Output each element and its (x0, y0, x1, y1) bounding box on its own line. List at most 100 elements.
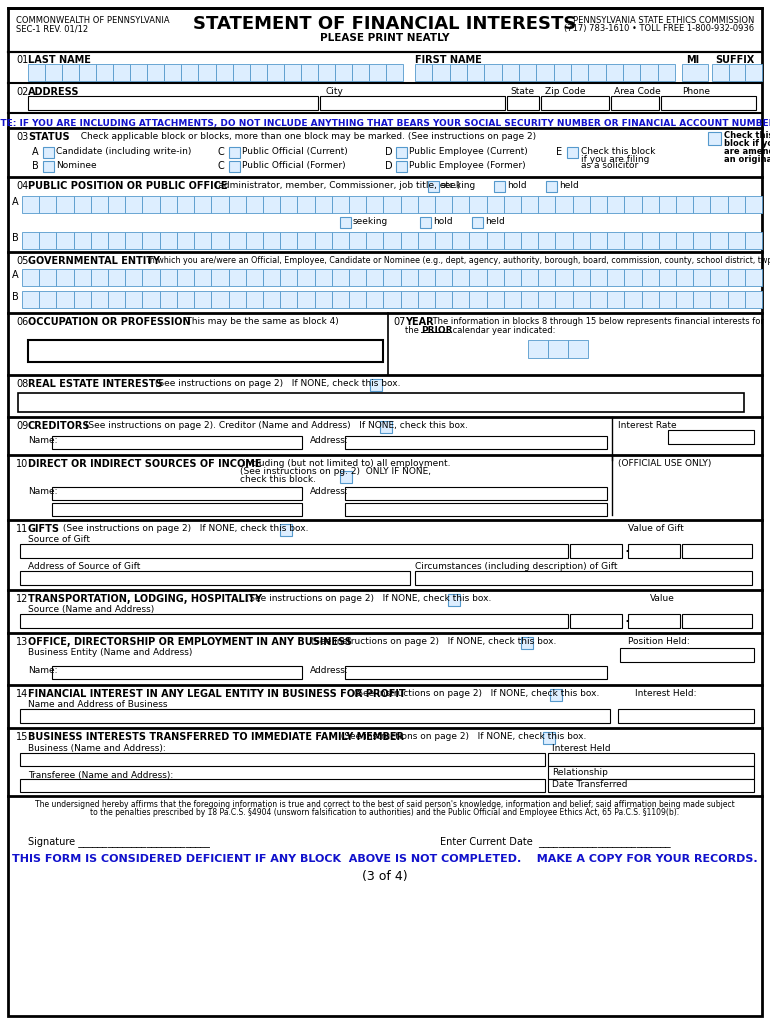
Text: (See instructions on page 2)   If NONE, check this box.: (See instructions on page 2) If NONE, ch… (335, 732, 587, 741)
Text: hold: hold (507, 181, 527, 190)
Text: Transferee (Name and Address):: Transferee (Name and Address): (28, 771, 173, 780)
Text: 13: 13 (16, 637, 28, 647)
Text: Check this: Check this (724, 131, 770, 140)
Text: (See instructions on page 2). Creditor (Name and Address)   If NONE, check this : (See instructions on page 2). Creditor (… (82, 421, 468, 430)
Bar (555, 291, 573, 308)
Text: Check applicable block or blocks, more than one block may be marked. (See instru: Check applicable block or blocks, more t… (75, 132, 536, 141)
Text: block if you: block if you (724, 139, 770, 148)
Text: REAL ESTATE INTERESTS: REAL ESTATE INTERESTS (28, 379, 162, 389)
Bar (420, 217, 431, 228)
Bar (280, 196, 297, 213)
Text: (See instructions on page 2)   If NONE, check this box.: (See instructions on page 2) If NONE, ch… (60, 524, 309, 534)
Bar (550, 689, 562, 701)
Text: GOVERNMENTAL ENTITY: GOVERNMENTAL ENTITY (28, 256, 160, 266)
Bar (369, 63, 386, 81)
Bar (570, 614, 622, 628)
Bar (20, 779, 545, 792)
Text: Signature ___________________________: Signature ___________________________ (28, 836, 210, 847)
Text: Date Transferred: Date Transferred (552, 780, 628, 790)
Bar (682, 63, 708, 81)
Bar (546, 181, 557, 193)
Bar (367, 269, 383, 286)
Text: COMMONWEALTH OF PENNSYLVANIA: COMMONWEALTH OF PENNSYLVANIA (16, 16, 169, 25)
Text: Public Official (Current): Public Official (Current) (242, 147, 348, 156)
Bar (682, 544, 752, 558)
Bar (548, 766, 754, 779)
Bar (297, 232, 315, 249)
Text: SUFFIX: SUFFIX (715, 55, 755, 65)
Bar (229, 161, 240, 172)
Bar (519, 63, 537, 81)
Bar (177, 232, 194, 249)
Bar (56, 196, 74, 213)
Bar (607, 269, 624, 286)
Bar (467, 63, 484, 81)
Bar (607, 232, 624, 249)
Bar (20, 753, 545, 766)
Bar (418, 269, 435, 286)
Bar (555, 232, 573, 249)
Bar (573, 269, 590, 286)
Bar (543, 732, 555, 744)
Bar (452, 232, 470, 249)
Bar (590, 291, 607, 308)
Text: Address of Source of Gift: Address of Source of Gift (28, 562, 140, 571)
Text: 15: 15 (16, 732, 28, 742)
Text: check this block.: check this block. (240, 475, 316, 484)
Bar (641, 232, 659, 249)
Bar (693, 196, 711, 213)
Bar (91, 269, 108, 286)
Bar (233, 63, 249, 81)
Bar (728, 63, 745, 81)
Bar (661, 96, 756, 110)
Text: as a solicitor: as a solicitor (581, 161, 638, 170)
Bar (521, 269, 538, 286)
Bar (352, 63, 369, 81)
Text: (See instructions on page 2)   If NONE, check this box.: (See instructions on page 2) If NONE, ch… (348, 689, 599, 698)
Text: (administrator, member, Commissioner, job title, etc.): (administrator, member, Commissioner, jo… (212, 181, 460, 190)
Text: Address:: Address: (310, 436, 349, 445)
Bar (22, 232, 39, 249)
Text: (See instructions on page 2)   If NONE, check this box.: (See instructions on page 2) If NONE, ch… (240, 594, 491, 603)
Bar (96, 63, 113, 81)
Bar (345, 487, 607, 500)
Bar (349, 232, 367, 249)
Bar (618, 709, 754, 723)
Bar (435, 196, 452, 213)
Bar (711, 269, 728, 286)
Bar (676, 291, 693, 308)
Bar (39, 232, 56, 249)
Bar (199, 63, 216, 81)
Bar (332, 232, 349, 249)
Bar (182, 63, 199, 81)
Text: if you are filing: if you are filing (581, 155, 649, 164)
Text: PRIOR: PRIOR (421, 326, 453, 335)
Bar (349, 291, 367, 308)
Text: ADDRESS: ADDRESS (28, 87, 79, 97)
Text: Address:: Address: (310, 487, 349, 496)
Bar (108, 291, 126, 308)
Bar (43, 161, 54, 172)
Bar (52, 503, 302, 516)
Bar (502, 63, 519, 81)
Bar (301, 63, 318, 81)
Bar (45, 63, 62, 81)
Text: Source (Name and Address): Source (Name and Address) (28, 605, 154, 614)
Text: Name:: Name: (28, 436, 58, 445)
Bar (386, 63, 403, 81)
Bar (263, 232, 280, 249)
Bar (504, 291, 521, 308)
Text: (3 of 4): (3 of 4) (362, 870, 408, 883)
Bar (22, 269, 39, 286)
Text: CREDITORS: CREDITORS (28, 421, 91, 431)
Text: 12: 12 (16, 594, 28, 604)
Text: FINANCIAL INTEREST IN ANY LEGAL ENTITY IN BUSINESS FOR PROFIT: FINANCIAL INTEREST IN ANY LEGAL ENTITY I… (28, 689, 406, 699)
Text: 08: 08 (16, 379, 28, 389)
Bar (470, 269, 487, 286)
Bar (641, 269, 659, 286)
Bar (470, 232, 487, 249)
Bar (159, 196, 177, 213)
Bar (745, 63, 762, 81)
Bar (229, 291, 246, 308)
Bar (383, 291, 400, 308)
